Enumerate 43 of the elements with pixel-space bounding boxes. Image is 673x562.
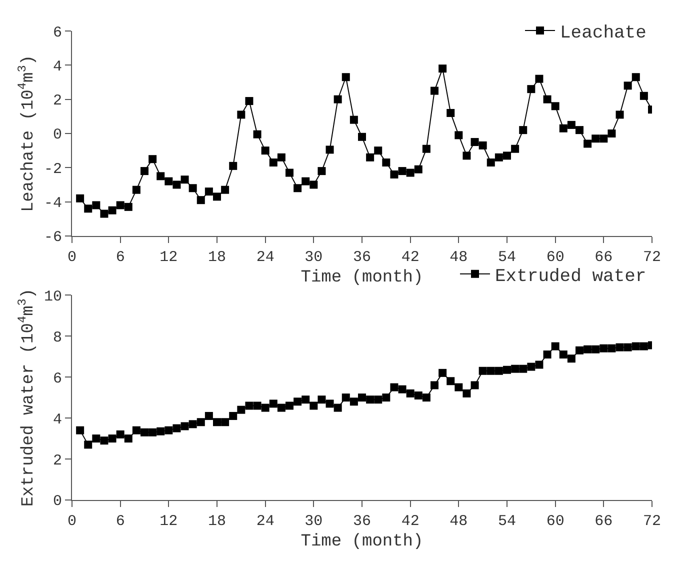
y-tick-label: 2	[52, 92, 62, 110]
y-tick-label: 4	[52, 58, 62, 76]
y-tick-label: 0	[52, 126, 62, 144]
y-tick-label: 6	[52, 370, 62, 388]
y-tick-label: 2	[52, 452, 62, 470]
y-tick-label: 6	[52, 24, 62, 42]
x-tick-label: 24	[256, 248, 274, 266]
x-axis-title: Time (month)	[300, 268, 424, 288]
x-tick-label: 54	[498, 513, 516, 530]
x-tick-label: 0	[67, 513, 77, 530]
legend-label: Extruded water	[495, 266, 646, 287]
x-axis-title: Time (month)	[300, 532, 424, 552]
x-tick-label: 66	[594, 248, 613, 266]
y-tick-label: 8	[52, 329, 62, 346]
x-tick-label: 0	[67, 248, 77, 266]
x-tick-label: 12	[160, 513, 178, 530]
x-tick-label: 42	[401, 248, 420, 266]
x-tick-label: 24	[256, 513, 274, 530]
legend-label: Leachate	[560, 23, 646, 44]
x-tick-label: 12	[160, 248, 178, 266]
y-tick-label: -4	[44, 195, 62, 212]
x-tick-label: 72	[642, 248, 662, 266]
x-tick-label: 48	[450, 513, 468, 530]
x-tick-label: 36	[352, 248, 372, 266]
x-tick-label: 18	[208, 248, 226, 266]
y-tick-label: 0	[52, 493, 62, 510]
x-tick-label: 72	[642, 513, 662, 530]
y-tick-label: -6	[44, 229, 62, 246]
y-tick-label: 10	[44, 288, 62, 306]
x-tick-label: 60	[546, 513, 564, 530]
x-tick-label: 60	[546, 248, 564, 266]
y-tick-label: 4	[52, 411, 62, 428]
x-tick-label: 30	[304, 248, 323, 266]
x-tick-label: 42	[401, 513, 420, 530]
x-tick-label: 48	[450, 248, 468, 266]
x-tick-label: 66	[594, 513, 613, 530]
x-tick-label: 18	[208, 513, 226, 530]
x-tick-label: 54	[498, 248, 516, 266]
x-tick-label: 30	[304, 513, 323, 530]
x-tick-label: 6	[116, 513, 125, 530]
x-tick-label: 6	[116, 248, 125, 266]
x-tick-label: 36	[352, 513, 372, 530]
y-tick-label: -2	[44, 160, 62, 178]
